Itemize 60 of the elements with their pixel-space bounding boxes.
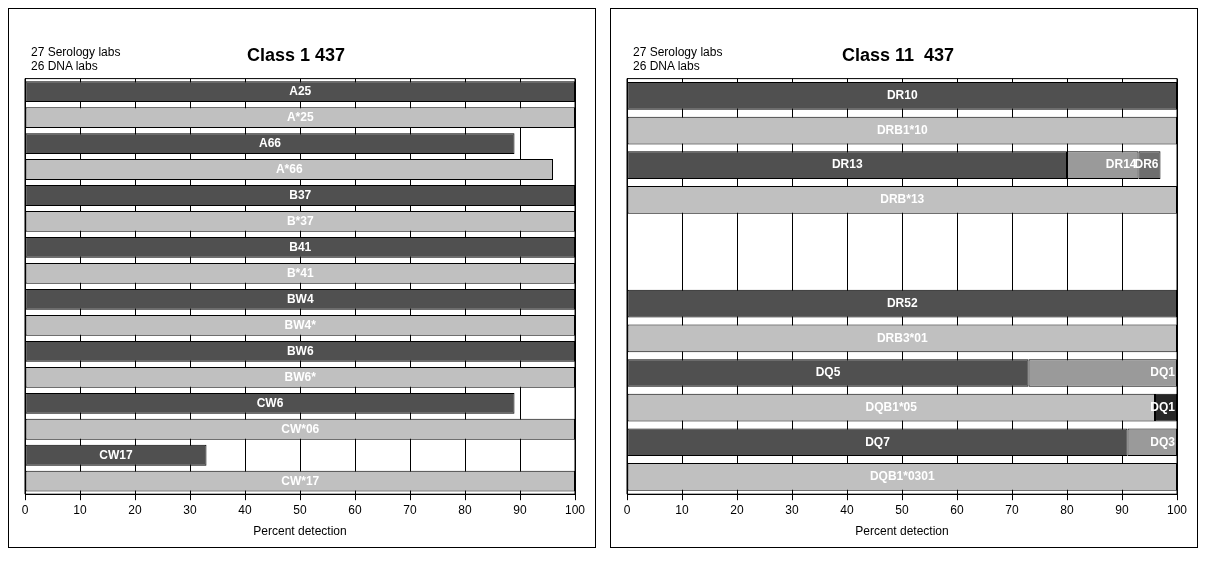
category-label: DR10 — [886, 88, 918, 103]
category-label: DRB1*10 — [876, 122, 928, 137]
x-tick-label: 10 — [73, 502, 87, 517]
annotation: DR6 — [1134, 157, 1159, 172]
x-tick-label: 40 — [840, 502, 854, 517]
category-label: CW*17 — [281, 473, 320, 488]
category-label: DQ7 — [865, 434, 890, 449]
annotation: DQ1 — [1150, 365, 1176, 380]
x-tick-label: 40 — [238, 502, 252, 517]
category-label: A*25 — [286, 109, 314, 124]
x-tick-label: 50 — [895, 502, 909, 517]
x-tick-label: 70 — [1005, 502, 1019, 517]
text: 27 Serology labs — [633, 45, 723, 59]
x-tick-label: 20 — [128, 502, 142, 517]
x-tick-label: 60 — [348, 502, 362, 517]
text: 26 DNA labs — [633, 59, 701, 73]
x-tick-label: 30 — [183, 502, 197, 517]
x-tick-label: 100 — [1166, 502, 1188, 517]
chart-title: Class 11 437 — [841, 44, 955, 65]
category-label: B*41 — [286, 265, 314, 280]
x-tick-label: 0 — [21, 502, 29, 517]
x-axis-title: Percent detection — [855, 524, 949, 539]
category-label: DQB1*0301 — [869, 469, 935, 484]
category-label: CW6 — [256, 395, 284, 410]
chart-title: Class 1 437 — [246, 44, 346, 65]
category-label: CW17 — [99, 447, 133, 462]
x-tick-label: 30 — [785, 502, 799, 517]
x-axis-title: Percent detection — [253, 524, 347, 539]
x-tick-label: 90 — [513, 502, 527, 517]
x-tick-label: 50 — [293, 502, 307, 517]
category-label: DQB1*05 — [865, 399, 917, 414]
annotation: DQ3 — [1150, 434, 1176, 449]
text: 26 DNA labs — [31, 59, 99, 73]
category-label: A66 — [258, 135, 282, 150]
annotation: DR14 — [1105, 157, 1137, 172]
category-label: BW6* — [284, 369, 316, 384]
category-label: B41 — [289, 239, 312, 254]
x-tick-label: 80 — [458, 502, 472, 517]
category-label: DQ5 — [815, 365, 841, 380]
category-label: BW6 — [286, 343, 314, 358]
category-label: A25 — [289, 83, 312, 98]
x-tick-label: 10 — [675, 502, 689, 517]
x-tick-label: 80 — [1060, 502, 1074, 517]
category-label: DR52 — [886, 296, 918, 311]
category-label: DR13 — [831, 157, 863, 172]
x-tick-label: 60 — [950, 502, 964, 517]
category-label: BW4* — [284, 317, 316, 332]
category-label: B*37 — [286, 213, 314, 228]
x-tick-label: 90 — [1115, 502, 1129, 517]
x-tick-label: 100 — [564, 502, 586, 517]
x-tick-label: 70 — [403, 502, 417, 517]
x-tick-label: 0 — [623, 502, 631, 517]
category-label: DRB3*01 — [876, 330, 928, 345]
category-label: B37 — [289, 187, 312, 202]
category-label: CW*06 — [281, 421, 320, 436]
category-label: BW4 — [286, 291, 314, 306]
text: 27 Serology labs — [31, 45, 121, 59]
category-label: DRB*13 — [880, 192, 925, 207]
category-label: A*66 — [275, 161, 303, 176]
x-tick-label: 20 — [730, 502, 744, 517]
